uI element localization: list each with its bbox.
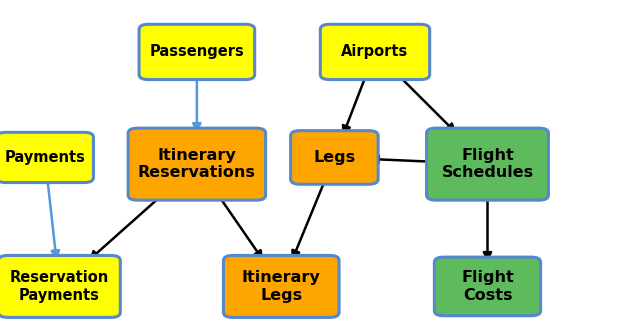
FancyBboxPatch shape (434, 257, 541, 316)
Text: Airports: Airports (341, 45, 409, 59)
FancyBboxPatch shape (426, 128, 549, 200)
FancyBboxPatch shape (321, 24, 430, 80)
Text: Payments: Payments (4, 150, 86, 165)
Text: Flight
Schedules: Flight Schedules (441, 148, 534, 180)
FancyBboxPatch shape (0, 132, 94, 183)
FancyBboxPatch shape (291, 131, 378, 184)
Text: Passengers: Passengers (149, 45, 244, 59)
FancyBboxPatch shape (139, 24, 255, 80)
Text: Itinerary
Reservations: Itinerary Reservations (138, 148, 256, 180)
FancyBboxPatch shape (0, 255, 120, 318)
Text: Itinerary
Legs: Itinerary Legs (242, 270, 321, 303)
Text: Legs: Legs (313, 150, 356, 165)
Text: Reservation
Payments: Reservation Payments (10, 270, 109, 303)
Text: Flight
Costs: Flight Costs (461, 270, 514, 303)
FancyBboxPatch shape (128, 128, 266, 200)
FancyBboxPatch shape (224, 255, 339, 318)
